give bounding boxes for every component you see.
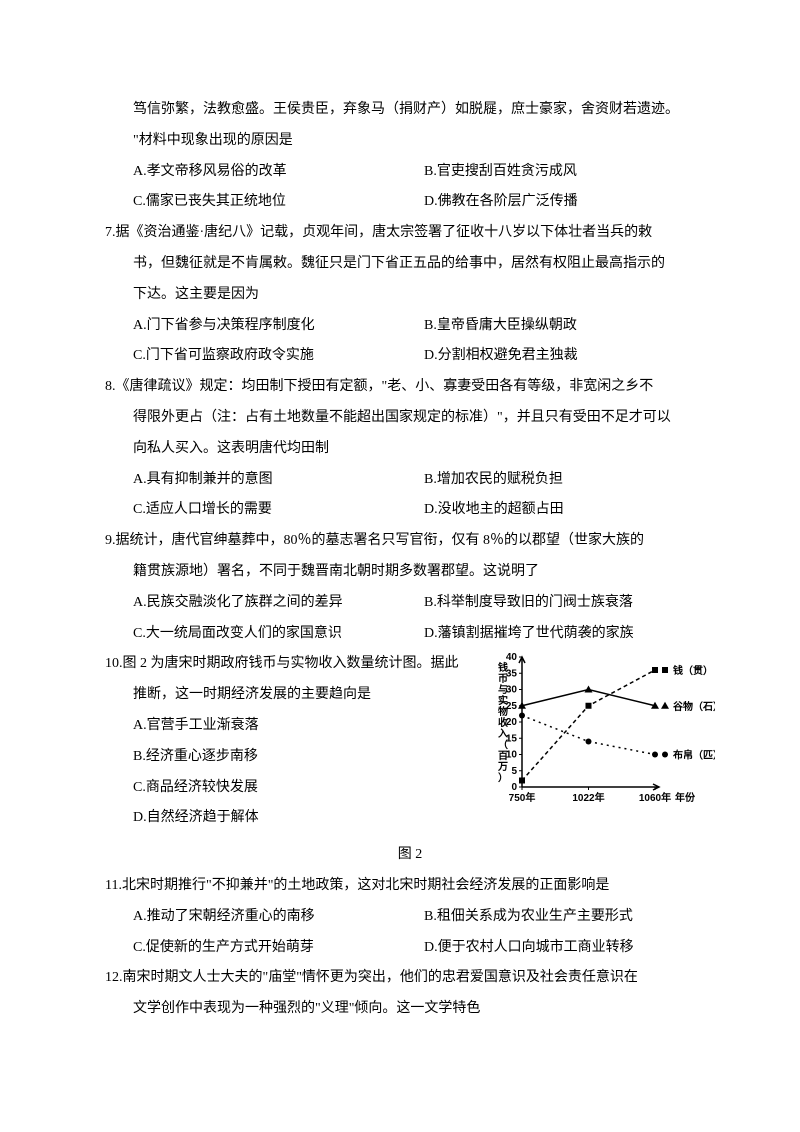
svg-text:（: （ [498,738,508,751]
intro-l2: "材料中现象出现的原因是 [105,126,715,157]
svg-text:物: 物 [498,705,508,718]
q9-opts-1: A.民族交融淡化了族群之间的差异 B.科举制度导致旧的门阀士族衰落 [105,588,715,619]
opt-d: D.没收地主的超额占田 [424,495,715,526]
opt-d: D.佛教在各阶层广泛传播 [424,187,715,218]
opt-c: C.大一统局面改变人们的家国意识 [133,619,424,650]
opt-c: C.儒家已丧失其正统地位 [133,187,424,218]
svg-text:与: 与 [498,683,508,696]
svg-text:币: 币 [498,673,508,685]
svg-text:布帛（匹）: 布帛（匹） [673,749,715,762]
chart-wrap: 0510152025303540750年1022年1060年年份钱币与实物收入（… [490,649,715,822]
q9-l1: 9.据统计，唐代官绅墓葬中，80％的墓志署名只写官衔，仅有 8％的以郡望（世家大… [105,526,715,557]
page: 笃信弥繁，法教愈盛。王侯贵臣，弃象马（捐财产）如脱屣，庶士豪家，舍资财若遗迹。 … [0,0,800,1065]
svg-text:百: 百 [498,750,508,762]
svg-text:750年: 750年 [509,791,536,804]
q10-b: B.经济重心逐步南移 [105,742,482,773]
opt-c: C.门下省可监察政府政令实施 [133,341,424,372]
q11-l1: 11.北宋时期推行"不抑兼并"的土地政策，这对北宋时期社会经济发展的正面影响是 [105,871,715,902]
svg-text:）: ） [498,771,508,784]
svg-text:1022年: 1022年 [572,791,604,804]
opt-b: B.租佃关系成为农业生产主要形式 [424,902,715,933]
q7-l3: 下达。这主要是因为 [105,280,715,311]
svg-text:40: 40 [506,652,518,663]
q8-l3: 向私人买入。这表明唐代均田制 [105,434,715,465]
q11-opts-2: C.促使新的生产方式开始萌芽 D.便于农村人口向城市工商业转移 [105,933,715,964]
opt-b: B.官吏搜刮百姓贪污成风 [424,157,715,188]
fig2-caption: 图 2 [105,840,715,871]
svg-text:实: 实 [498,694,508,707]
svg-text:收: 收 [498,716,508,729]
revenue-chart: 0510152025303540750年1022年1060年年份钱币与实物收入（… [490,649,715,809]
svg-text:钱（贯）: 钱（贯） [673,664,713,677]
q10-text: 10.图 2 为唐宋时期政府钱币与实物收入数量统计图。据此 推断，这一时期经济发… [105,649,482,834]
q8-opts-2: C.适应人口增长的需要 D.没收地主的超额占田 [105,495,715,526]
q7-l1: 7.据《资治通鉴·唐纪八》记载，贞观年间，唐太宗签署了征收十八岁以下体壮者当兵的… [105,218,715,249]
svg-text:5: 5 [511,766,517,777]
q11-opts-1: A.推动了宋朝经济重心的南移 B.租佃关系成为农业生产主要形式 [105,902,715,933]
svg-text:1060年: 1060年 [639,791,671,804]
q10-l2: 推断，这一时期经济发展的主要趋向是 [105,680,482,711]
intro-opts-2: C.儒家已丧失其正统地位 D.佛教在各阶层广泛传播 [105,187,715,218]
intro-l1: 笃信弥繁，法教愈盛。王侯贵臣，弃象马（捐财产）如脱屣，庶士豪家，舍资财若遗迹。 [105,95,715,126]
opt-a: A.具有抑制兼并的意图 [133,465,424,496]
q12-l1: 12.南宋时期文人士大夫的"庙堂"情怀更为突出，他们的忠君爱国意识及社会责任意识… [105,963,715,994]
opt-b: B.科举制度导致旧的门阀士族衰落 [424,588,715,619]
q10-c: C.商品经济较快发展 [105,773,482,804]
q10-d: D.自然经济趋于解体 [105,803,482,834]
svg-text:0: 0 [511,782,517,793]
svg-text:入: 入 [498,728,508,740]
q12-l2: 文学创作中表现为一种强烈的"义理"倾向。这一文学特色 [105,994,715,1025]
opt-c: C.促使新的生产方式开始萌芽 [133,933,424,964]
opt-a: A.民族交融淡化了族群之间的差异 [133,588,424,619]
q10-a: A.官营手工业渐衰落 [105,711,482,742]
opt-d: D.分割相权避免君主独裁 [424,341,715,372]
q8-l2: 得限外更占（注：占有土地数量不能超出国家规定的标准）"，并且只有受田不足才可以 [105,403,715,434]
opt-b: B.皇帝昏庸大臣操纵朝政 [424,311,715,342]
opt-a: A.孝文帝移风易俗的改革 [133,157,424,188]
svg-text:钱: 钱 [498,661,508,674]
intro-opts-1: A.孝文帝移风易俗的改革 B.官吏搜刮百姓贪污成风 [105,157,715,188]
q7-l2: 书，但魏征就是不肯属敕。魏征只是门下省正五品的给事中，居然有权阻止最高指示的 [105,249,715,280]
opt-b: B.增加农民的赋税负担 [424,465,715,496]
q10-l1: 10.图 2 为唐宋时期政府钱币与实物收入数量统计图。据此 [105,649,482,680]
q10-container: 10.图 2 为唐宋时期政府钱币与实物收入数量统计图。据此 推断，这一时期经济发… [105,649,715,834]
svg-text:年份: 年份 [675,791,696,804]
q9-opts-2: C.大一统局面改变人们的家国意识 D.藩镇割据摧垮了世代荫袭的家族 [105,619,715,650]
q8-opts-1: A.具有抑制兼并的意图 B.增加农民的赋税负担 [105,465,715,496]
svg-text:万: 万 [497,761,508,773]
opt-d: D.便于农村人口向城市工商业转移 [424,933,715,964]
opt-c: C.适应人口增长的需要 [133,495,424,526]
q7-opts-1: A.门下省参与决策程序制度化 B.皇帝昏庸大臣操纵朝政 [105,311,715,342]
svg-text:谷物（石）: 谷物（石） [673,700,715,713]
q8-l1: 8.《唐律疏议》规定：均田制下授田有定额，"老、小、寡妻受田各有等级，非宽闲之乡… [105,372,715,403]
opt-a: A.推动了宋朝经济重心的南移 [133,902,424,933]
q9-l2: 籍贯族源地）署名，不同于魏晋南北朝时期多数署郡望。这说明了 [105,557,715,588]
q7-opts-2: C.门下省可监察政府政令实施 D.分割相权避免君主独裁 [105,341,715,372]
opt-d: D.藩镇割据摧垮了世代荫袭的家族 [424,619,715,650]
opt-a: A.门下省参与决策程序制度化 [133,311,424,342]
